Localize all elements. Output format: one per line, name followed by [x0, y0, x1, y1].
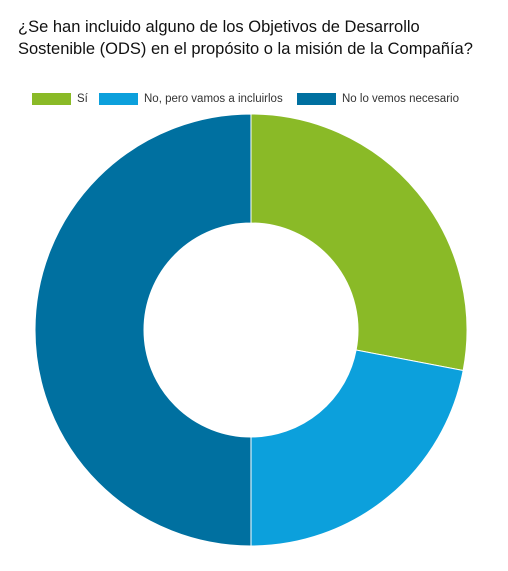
legend-label-no-pero-vamos: No, pero vamos a incluirlos [144, 93, 283, 105]
slice-no-pero-vamos [250, 349, 464, 547]
chart-title: ¿Se han incluido alguno de los Objetivos… [18, 18, 473, 58]
legend-item-si: Sí [32, 92, 88, 106]
legend-swatch-no-pero-vamos [99, 93, 138, 105]
donut-slices [34, 113, 468, 547]
legend-swatch-no-lo-vemos [297, 93, 336, 105]
legend-item-no-lo-vemos: No lo vemos necesario [297, 92, 459, 106]
legend-label-si: Sí [77, 93, 88, 105]
legend-swatch-si [32, 93, 71, 105]
slice-no-lo-vemos [34, 113, 252, 547]
legend-label-no-lo-vemos: No lo vemos necesario [342, 93, 459, 105]
slice-si [250, 113, 468, 372]
chart-legend: Sí No, pero vamos a incluirlos No lo vem… [0, 92, 508, 106]
legend-item-no-pero-vamos: No, pero vamos a incluirlos [99, 92, 283, 106]
